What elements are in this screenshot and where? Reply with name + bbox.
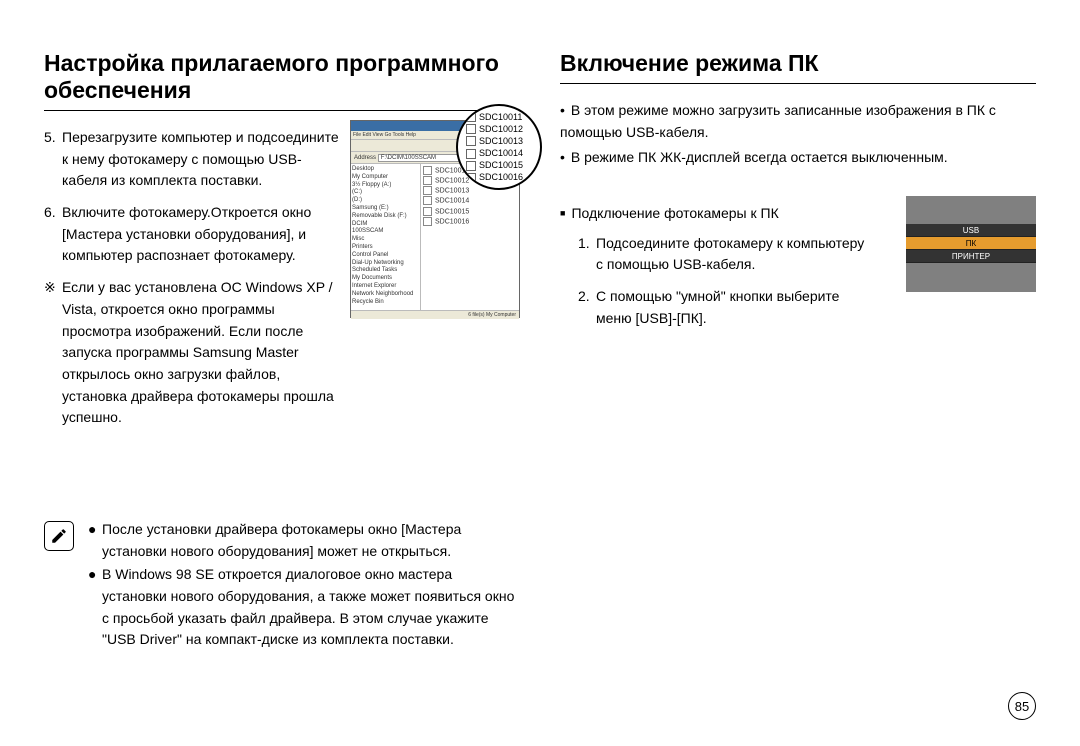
diamond-note: ※ Если у вас установлена ОС Windows XP /…: [44, 277, 344, 429]
explorer-status: 6 file(s) My Computer: [351, 310, 519, 319]
pencil-note-icon: [44, 521, 74, 551]
right-column: Включение режима ПК В этом режиме можно …: [560, 50, 1036, 653]
right-step-2: 2. С помощью "умной" кнопки выберите мен…: [578, 286, 870, 329]
intro-1: В этом режиме можно загрузить записанные…: [560, 100, 1036, 143]
explorer-tree: Desktop My Computer 3½ Floppy (A:) (C:) …: [351, 164, 421, 310]
right-heading: Включение режима ПК: [560, 50, 1036, 84]
camera-menu-screenshot: USBПКПРИНТЕР: [906, 196, 1036, 292]
left-column: Настройка прилагаемого программного обес…: [44, 50, 520, 653]
left-heading: Настройка прилагаемого программного обес…: [44, 50, 520, 111]
note-block: ● После установки драйвера фотокамеры ок…: [44, 519, 520, 653]
page-number: 85: [1008, 692, 1036, 720]
step-5: 5. Перезагрузите компьютер и подсоединит…: [44, 127, 344, 192]
note-item-1: ● После установки драйвера фотокамеры ок…: [88, 519, 520, 562]
magnifier-circle: SDC10011SDC10012SDC10013SDC10014SDC10015…: [456, 104, 542, 190]
note-item-2: ● В Windows 98 SE откроется диалоговое о…: [88, 564, 520, 651]
right-step-1: 1. Подсоедините фотокамеру к компьютеру …: [578, 233, 870, 276]
step-6: 6. Включите фотокамеру.Откроется окно [М…: [44, 202, 344, 267]
intro-2: В режиме ПК ЖК-дисплей всегда остается в…: [560, 147, 1036, 169]
